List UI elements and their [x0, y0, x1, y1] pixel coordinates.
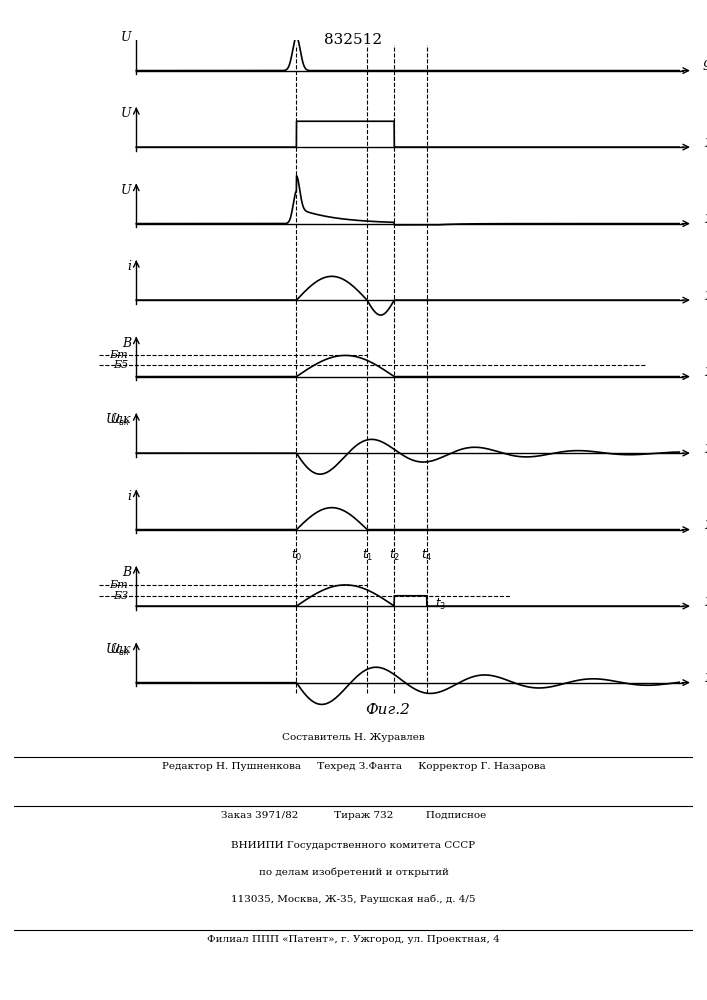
Text: Uак: Uак — [105, 643, 131, 656]
Text: $t_0$: $t_0$ — [291, 548, 302, 563]
Text: 113035, Москва, Ж-35, Раушская наб., д. 4/5: 113035, Москва, Ж-35, Раушская наб., д. … — [231, 895, 476, 904]
Text: $t_3$: $t_3$ — [436, 597, 447, 612]
Text: $U_{ак}$: $U_{ак}$ — [110, 413, 131, 428]
Text: 16: 16 — [703, 596, 707, 609]
Text: 10: 10 — [703, 137, 707, 150]
Text: Uак: Uак — [105, 413, 131, 426]
Text: i: i — [127, 490, 131, 503]
Text: 15: 15 — [703, 519, 707, 532]
Text: Филиал ППП «Патент», г. Ужгород, ул. Проектная, 4: Филиал ППП «Патент», г. Ужгород, ул. Про… — [207, 935, 500, 944]
Text: U: U — [120, 184, 131, 197]
Text: 17: 17 — [703, 672, 707, 685]
Text: 9: 9 — [703, 60, 707, 73]
Text: $U_{ак}$: $U_{ак}$ — [110, 643, 131, 658]
Text: Б3: Б3 — [113, 591, 128, 601]
Text: Фиг.2: Фиг.2 — [365, 703, 410, 717]
Text: U: U — [120, 107, 131, 120]
Text: Составитель Н. Журавлев: Составитель Н. Журавлев — [282, 733, 425, 742]
Text: Бm: Бm — [110, 350, 128, 360]
Text: $t_4$: $t_4$ — [421, 548, 433, 563]
Text: Бm: Бm — [110, 580, 128, 590]
Text: 12: 12 — [703, 290, 707, 303]
Text: B: B — [122, 566, 131, 579]
Text: 13: 13 — [703, 366, 707, 379]
Text: 14: 14 — [703, 443, 707, 456]
Text: B: B — [122, 337, 131, 350]
Text: 832512: 832512 — [325, 33, 382, 47]
Text: по делам изобретений и открытий: по делам изобретений и открытий — [259, 868, 448, 877]
Text: ВНИИПИ Государственного комитета СССР: ВНИИПИ Государственного комитета СССР — [231, 841, 476, 850]
Text: U: U — [120, 31, 131, 44]
Text: Редактор Н. Пушненкова     Техред З.Фанта     Корректор Г. Назарова: Редактор Н. Пушненкова Техред З.Фанта Ко… — [162, 762, 545, 771]
Text: 11: 11 — [703, 213, 707, 226]
Text: Заказ 3971/82           Тираж 732          Подписное: Заказ 3971/82 Тираж 732 Подписное — [221, 811, 486, 820]
Text: i: i — [127, 260, 131, 273]
Text: $t_1$: $t_1$ — [361, 548, 373, 563]
Text: Б5: Б5 — [113, 360, 128, 370]
Text: $t_2$: $t_2$ — [389, 548, 399, 563]
